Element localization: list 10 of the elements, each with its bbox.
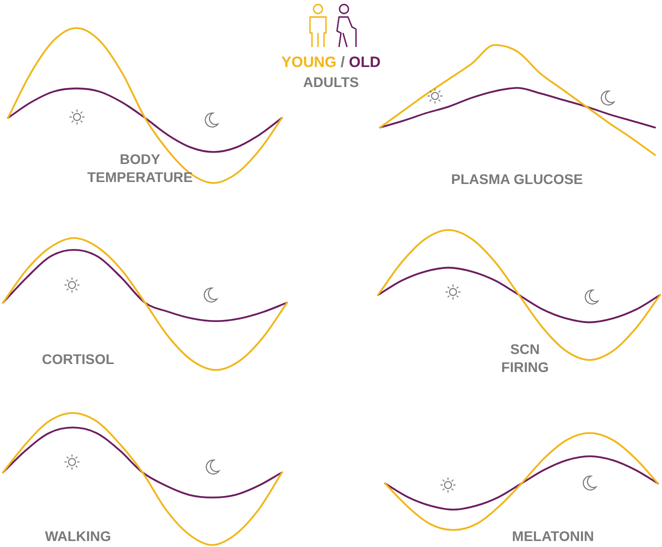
- text: MELATONIN: [511, 527, 595, 545]
- text: ADULTS: [302, 73, 360, 91]
- text: /: [340, 54, 345, 71]
- text: BODY TEMPERATURE: [86, 150, 194, 186]
- text: PLASMA GLUCOSE: [450, 170, 584, 188]
- text: WALKING: [44, 527, 112, 545]
- annotation: OLD: [348, 54, 381, 71]
- text: SCN FIRING: [500, 340, 550, 376]
- annotation: YOUNG: [281, 54, 336, 71]
- text: CORTISOL: [40, 350, 116, 368]
